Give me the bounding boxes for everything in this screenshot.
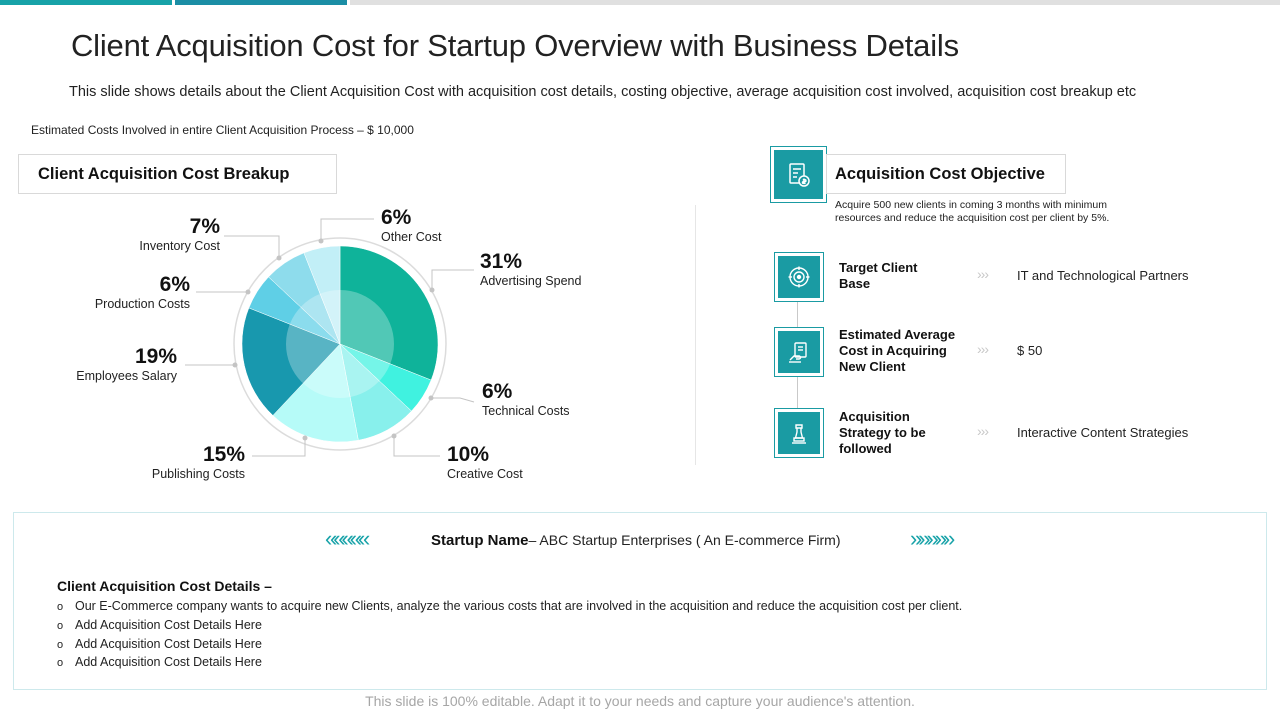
pie-value-production: 6% — [159, 273, 190, 296]
details-item-1: Our E-Commerce company wants to acquire … — [75, 599, 963, 613]
pie-chart — [185, 218, 475, 457]
pie-leader-lines — [185, 218, 475, 457]
page-title: Client Acquisition Cost for Startup Over… — [71, 28, 959, 63]
top-bar-teal — [0, 0, 172, 5]
breakup-heading: Client Acquisition Cost Breakup — [18, 154, 337, 194]
pie-value-salary: 19% — [134, 345, 177, 368]
startup-right-arrows: »»»»» — [910, 526, 955, 551]
startup-name-label: Startup Name — [431, 532, 529, 549]
pie-label-technical: Technical Costs — [482, 404, 570, 418]
row-cost-value: $ 50 — [1017, 343, 1043, 358]
cost-icon-box — [778, 331, 820, 373]
row-strategy-arrows: ››› — [977, 423, 989, 439]
pie-inner-highlight — [286, 290, 394, 398]
pie-value-technical: 6% — [482, 380, 513, 403]
page-subtitle: This slide shows details about the Clien… — [69, 84, 1137, 100]
details-item-3: Add Acquisition Cost Details Here — [75, 637, 262, 651]
pie-slice-publishing-costs — [272, 343, 359, 443]
pie-label-publishing: Publishing Costs — [151, 467, 245, 481]
objective-icon-box — [774, 150, 823, 199]
pie-slice-advertising-spend — [339, 245, 439, 381]
row-cost-label: Estimated Average Cost in Acquiring New … — [839, 327, 956, 374]
startup-left-arrows: ««««« — [325, 526, 370, 551]
details-bullet-1: o Our E-Commerce company wants to acquire… — [57, 599, 962, 613]
row-target-value: IT and Technological Partners — [1017, 268, 1189, 283]
top-bar-grey — [350, 0, 1280, 5]
objective-heading: Acquisition Cost Objective — [826, 154, 1066, 194]
pie-value-other: 6% — [381, 206, 412, 229]
pie-value-creative: 10% — [447, 443, 490, 466]
pie-value-publishing: 15% — [202, 443, 245, 466]
details-item-2: Add Acquisition Cost Details Here — [75, 618, 262, 632]
startup-details-box — [13, 512, 1267, 690]
target-icon — [788, 266, 810, 288]
chess-icon-box — [778, 412, 820, 454]
pie-label-advertising: Advertising Spend — [480, 274, 582, 288]
bullet-marker: o — [57, 657, 64, 669]
pie-value-inventory: 7% — [189, 215, 220, 238]
chess-icon — [792, 424, 806, 444]
details-bullet-4: o Add Acquisition Cost Details Here — [57, 655, 262, 669]
details-bullet-3: o Add Acquisition Cost Details Here — [57, 637, 262, 651]
pie-slice-employees-salary — [241, 307, 341, 416]
startup-name-line: Startup Name– ABC Startup Enterprises ( … — [431, 532, 841, 550]
estimated-costs-note: Estimated Costs Involved in entire Clien… — [31, 123, 414, 137]
cost-icon — [789, 342, 807, 363]
pie-label-salary: Employees Salary — [76, 369, 177, 383]
pie-outer-ring — [233, 237, 447, 451]
pie-slices — [241, 245, 439, 443]
pie-label-creative: Creative Cost — [447, 467, 523, 481]
pie-label-production: Production Costs — [94, 297, 190, 311]
pie-label-other: Other Cost — [381, 230, 442, 244]
pie-slice-other-cost — [303, 245, 341, 345]
breakup-heading-text: Client Acquisition Cost Breakup — [38, 164, 290, 183]
footer-note: This slide is 100% editable. Adapt it to… — [365, 693, 915, 709]
details-item-4: Add Acquisition Cost Details Here — [75, 655, 262, 669]
row-strategy-value: Interactive Content Strategies — [1017, 425, 1189, 440]
target-icon-box — [778, 256, 820, 298]
row-target-arrows: ››› — [977, 266, 989, 282]
bullet-marker: o — [57, 639, 64, 651]
bullet-marker: o — [57, 620, 64, 632]
objective-text: Acquire 500 new clients in coming 3 mont… — [835, 199, 1110, 224]
top-bar-blue — [175, 0, 347, 5]
pie-leader-dots — [232, 238, 435, 441]
bullet-marker: o — [57, 601, 64, 613]
row-cost-arrows: ››› — [977, 341, 989, 357]
pie-value-advertising: 31% — [480, 250, 523, 273]
startup-name-value: – ABC Startup Enterprises ( An E-commerc… — [528, 532, 841, 548]
section-divider — [695, 205, 696, 465]
objective-heading-text: Acquisition Cost Objective — [835, 164, 1045, 183]
details-heading: Client Acquisition Cost Details – — [57, 578, 272, 594]
row-target-label: Target Client Base — [839, 260, 918, 291]
pie-label-inventory: Inventory Cost — [139, 239, 220, 253]
details-bullet-2: o Add Acquisition Cost Details Here — [57, 618, 262, 632]
row-strategy-label: Acquisition Strategy to be followed — [839, 409, 926, 456]
document-money-icon — [788, 162, 810, 187]
